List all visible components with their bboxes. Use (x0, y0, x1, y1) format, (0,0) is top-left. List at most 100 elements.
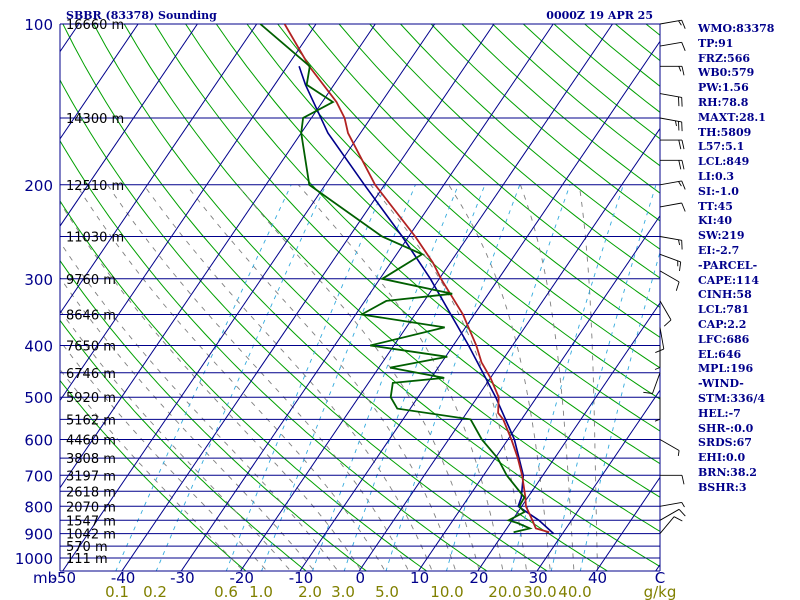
index-line: CAP:2.2 (698, 317, 747, 331)
pressure-tick-label: 700 (24, 467, 53, 485)
isotherm (60, 24, 258, 315)
index-line: SI:-1.0 (698, 184, 739, 198)
height-label: 14300 m (66, 112, 124, 127)
isotherm (536, 389, 660, 571)
wind-shaft (659, 508, 680, 521)
height-label: 1042 m (66, 528, 116, 543)
height-label: 12510 m (66, 179, 124, 194)
wind-feather (678, 239, 681, 246)
pressure-tick-label: 500 (24, 389, 53, 407)
moist-adiabat (60, 201, 361, 570)
moist-adiabat (370, 184, 527, 570)
mixing-ratio-label: 0.6 (214, 583, 238, 600)
pressure-tick-label: 1000 (15, 550, 53, 568)
index-line: MAXT:28.1 (698, 110, 766, 124)
index-line: LI:0.3 (698, 169, 735, 183)
wind-shaft (659, 516, 675, 534)
moist-adiabat (519, 184, 575, 570)
dry-adiabat (338, 24, 660, 308)
pressure-unit-label: mb (33, 569, 57, 587)
wind-feather (643, 391, 653, 394)
wind-feather (679, 261, 682, 272)
wind-barb (659, 253, 682, 272)
wind-barb (659, 19, 686, 29)
mixing-ratio-label: 0.2 (143, 583, 167, 600)
height-label: 4460 m (66, 434, 116, 449)
isotherm (180, 24, 554, 571)
wind-feather (677, 450, 680, 456)
index-line: MPL:196 (698, 362, 754, 376)
index-line: CAPE:114 (698, 273, 759, 287)
wind-barb (654, 345, 661, 370)
wind-feather (654, 367, 661, 370)
wind-feather (674, 120, 677, 127)
wind-barb (660, 139, 685, 150)
isotherm (60, 24, 317, 402)
moist-adiabat (143, 184, 432, 570)
wind-feather (681, 475, 685, 485)
isotherm (239, 24, 613, 571)
index-line: HEL:-7 (698, 406, 741, 420)
pressure-tick-label: 100 (24, 16, 53, 34)
wind-barb (660, 159, 685, 170)
temperature-unit-label: C (655, 569, 665, 587)
index-line: LCL:781 (698, 303, 750, 317)
wind-shaft (659, 180, 682, 186)
mixing-ratio-line (445, 184, 571, 571)
index-line: RH:78.8 (698, 95, 749, 109)
moist-adiabat (60, 368, 243, 570)
dry-adiabat (93, 24, 660, 568)
wind-feather (681, 160, 685, 170)
sounding-time: 0000Z 19 APR 25 (546, 9, 653, 22)
wind-barb (659, 93, 683, 107)
moist-adiabat (298, 184, 504, 570)
stability-indices-panel: WMO:83378 TP:91 FRZ:566 WB0:579 PW:1.56 RH:78… (698, 22, 798, 496)
wind-feather (681, 180, 686, 190)
isotherm (358, 127, 660, 571)
wind-shaft (659, 300, 672, 321)
wind-barb (659, 236, 683, 250)
isotherm (121, 24, 495, 571)
wind-barb (659, 300, 672, 327)
isotherm (60, 24, 198, 227)
wind-feather (681, 20, 686, 29)
pressure-tick-label: 600 (24, 432, 53, 450)
height-label: 6746 m (66, 367, 116, 382)
wind-feather (673, 516, 683, 522)
mixing-ratio-line (312, 184, 459, 571)
dry-adiabat (185, 24, 660, 465)
index-line: EHI:0.0 (698, 451, 746, 465)
height-label: 2618 m (66, 485, 116, 500)
profiles (259, 24, 555, 535)
isotherm (299, 40, 660, 571)
index-line: STM:336/4 (698, 391, 765, 405)
parcel-trace (298, 66, 555, 535)
index-line: EL:646 (698, 347, 742, 361)
wind-shaft (659, 270, 680, 283)
height-label: 11030 m (66, 231, 124, 246)
mixing-ratio-line (343, 184, 486, 571)
dry-adiabat (154, 24, 660, 498)
height-label: 3808 m (66, 452, 116, 467)
pressure-tick-label: 300 (24, 271, 53, 289)
mixing-ratio-line (510, 184, 624, 571)
index-line: BSHR:3 (698, 480, 747, 494)
wind-feather (654, 418, 661, 422)
temperature-tick-label: 0 (356, 569, 366, 587)
dry-adiabat (308, 24, 660, 338)
height-label: 3197 m (66, 469, 116, 484)
height-label: 5920 m (66, 391, 116, 406)
wind-barb (643, 372, 661, 394)
wind-barb (659, 508, 686, 521)
wind-feather (681, 42, 686, 51)
wind-shaft (659, 327, 665, 350)
background-lines (60, 24, 660, 571)
dry-adiabat (246, 24, 660, 400)
dry-adiabat (277, 24, 660, 369)
moist-adiabat (60, 276, 314, 570)
wind-shaft (652, 372, 661, 394)
height-label: 570 m (66, 540, 108, 555)
wind-barb (659, 117, 683, 132)
wind-feather (663, 319, 672, 327)
